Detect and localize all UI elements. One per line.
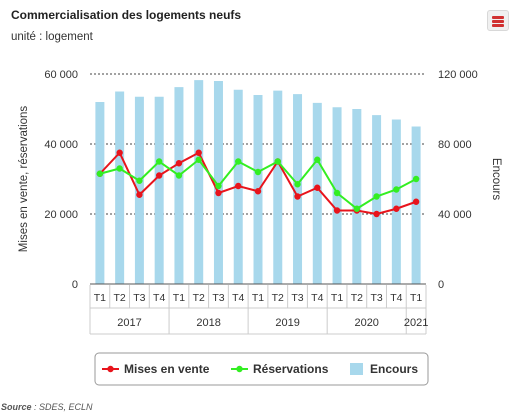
- point-reservations: [393, 186, 400, 193]
- bar-encours: [154, 96, 164, 284]
- legend-swatch: [107, 365, 114, 373]
- bar-encours: [391, 119, 401, 284]
- point-mises-en-vente: [215, 189, 222, 197]
- y-tick-left: 40 000: [44, 139, 78, 151]
- point-reservations: [412, 175, 420, 183]
- bar-encours: [352, 109, 362, 284]
- x-tick-year: 2020: [354, 317, 378, 329]
- y-tick-left: 0: [72, 279, 78, 291]
- legend-swatch: [350, 363, 363, 375]
- y-tick-right: 80 000: [438, 139, 472, 151]
- x-tick-quarter: T2: [272, 292, 284, 304]
- chart-title: Commercialisation des logements neufs: [11, 8, 242, 22]
- point-mises-en-vente: [412, 198, 420, 205]
- y-tick-left: 60 000: [44, 69, 78, 81]
- x-tick-quarter: T3: [133, 292, 145, 304]
- point-mises-en-vente: [294, 193, 301, 200]
- y-axis-title-left: Mises en vente, réservations: [18, 106, 30, 253]
- legend-label: Mises en vente: [124, 362, 210, 376]
- point-mises-en-vente: [195, 149, 202, 156]
- point-reservations: [215, 182, 222, 190]
- legend-box: [94, 352, 429, 386]
- chart-subtitle: unité : logement: [11, 31, 93, 43]
- bar-encours: [273, 90, 283, 284]
- bar-encours: [95, 102, 105, 284]
- point-reservations: [175, 172, 183, 179]
- x-tick-quarter: T4: [311, 292, 323, 304]
- point-mises-en-vente: [155, 172, 163, 179]
- source-note: Source : SDES, ECLN: [1, 402, 93, 412]
- hamburger-menu-icon[interactable]: [487, 10, 509, 31]
- point-mises-en-vente: [116, 149, 123, 156]
- point-reservations: [155, 158, 163, 165]
- chart-area: 0 0 20 000 40 000 40 000 80 000 60 000 120 000 M…: [18, 69, 502, 386]
- point-mises-en-vente: [235, 182, 242, 190]
- y-tick-left: 20 000: [44, 209, 78, 221]
- x-tick-quarter: T3: [212, 292, 224, 304]
- bar-encours: [194, 80, 204, 284]
- point-reservations: [254, 168, 262, 176]
- bar-encours: [312, 102, 322, 284]
- x-tick-quarter: T3: [291, 292, 303, 304]
- point-mises-en-vente: [136, 191, 143, 198]
- x-tick-quarter: T1: [410, 292, 422, 304]
- point-reservations: [116, 165, 123, 172]
- x-tick-quarter: T4: [153, 292, 165, 304]
- x-tick-quarter: T4: [390, 292, 402, 304]
- y-axis-title-right: Encours: [490, 158, 502, 200]
- x-tick-year: 2021: [404, 317, 428, 329]
- x-tick-quarter: T1: [331, 292, 343, 304]
- x-tick-quarter: T2: [351, 292, 363, 304]
- x-tick-quarter: T1: [94, 292, 106, 304]
- y-tick-right: 0: [438, 279, 444, 291]
- point-reservations: [235, 158, 242, 165]
- x-tick-quarter: T1: [252, 292, 264, 304]
- bar-encours: [213, 81, 223, 284]
- x-tick-year: 2018: [196, 317, 220, 329]
- x-tick-quarter: T3: [370, 292, 382, 304]
- y-tick-right: 120 000: [438, 69, 478, 81]
- legend-label: Encours: [370, 362, 418, 376]
- x-tick-year: 2019: [275, 317, 299, 329]
- x-tick-quarter: T4: [232, 292, 244, 304]
- y-tick-right: 40 000: [438, 209, 472, 221]
- point-reservations: [294, 181, 301, 188]
- bar-encours: [411, 126, 421, 284]
- point-reservations: [274, 158, 281, 165]
- point-mises-en-vente: [393, 205, 400, 212]
- point-mises-en-vente: [373, 210, 380, 218]
- bar-encours: [134, 96, 144, 284]
- legend-swatch: [236, 365, 243, 373]
- point-reservations: [314, 156, 321, 163]
- x-tick-quarter: T2: [114, 292, 126, 304]
- point-reservations: [353, 205, 361, 212]
- point-reservations: [96, 170, 104, 177]
- point-mises-en-vente: [333, 207, 341, 214]
- point-reservations: [333, 189, 341, 197]
- x-tick-quarter: T2: [193, 292, 205, 304]
- point-reservations: [373, 193, 380, 200]
- bar-encours: [174, 87, 184, 284]
- bar-encours: [115, 91, 125, 284]
- point-reservations: [195, 156, 202, 163]
- point-reservations: [136, 177, 143, 184]
- point-mises-en-vente: [314, 184, 321, 191]
- legend-label: Réservations: [253, 362, 329, 376]
- bar-encours: [293, 94, 303, 284]
- x-tick-quarter: T1: [173, 292, 185, 304]
- point-mises-en-vente: [175, 160, 183, 167]
- source-text: : SDES, ECLN: [31, 402, 93, 412]
- source-label: Source: [1, 402, 32, 412]
- x-tick-year: 2017: [117, 317, 141, 329]
- point-mises-en-vente: [254, 188, 262, 195]
